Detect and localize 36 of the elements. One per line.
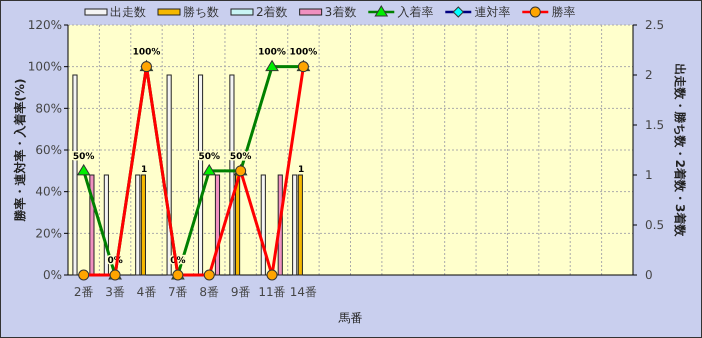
x-tick-label: 4番 [136,285,156,299]
y-tick-label: 100% [28,60,62,74]
y-axis-title: 勝率・連対率・入着率(%) [13,78,27,222]
data-label: 100% [258,48,286,58]
data-label: 100% [132,48,160,58]
x-tick-label: 11番 [258,285,286,299]
y2-tick-label: 0 [645,268,653,282]
y-tick-label: 80% [35,101,62,116]
x-tick-label: 3番 [105,285,125,299]
x-tick-label: 14番 [290,285,318,299]
y-tick-label: 20% [35,226,62,240]
data-label: 1 [141,165,148,175]
y-tick-label: 0% [42,268,62,282]
x-tick-label: 7番 [168,285,188,299]
legend-label: 出走数 [110,5,146,19]
y2-tick-label: 1 [645,168,653,182]
legend-label: 3着数 [324,5,356,19]
y2-tick-label: 1.5 [645,118,664,132]
data-label: 100% [290,48,318,58]
x-tick-label: 9番 [230,285,250,299]
x-tick-label: 2番 [74,285,94,299]
legend-label: 勝率 [551,5,576,19]
legend-label: 2着数 [256,5,288,19]
y-tick-label: 60% [35,143,62,157]
y2-tick-label: 2.5 [645,18,664,32]
y2-tick-label: 2 [645,68,653,82]
y-tick-label: 120% [28,18,62,32]
legend-label: 勝ち数 [183,5,219,19]
x-axis-title: 馬番 [338,311,362,325]
data-label: 1 [298,165,304,175]
y2-tick-label: 0.5 [645,218,664,232]
legend-label: 連対率 [474,5,510,19]
y-tick-label: 40% [35,184,62,199]
x-tick-label: 8番 [199,285,220,299]
y2-axis-title: 出走数・勝ち数・2着数・3着数 [673,64,687,238]
legend-label: 入着率 [397,5,434,19]
